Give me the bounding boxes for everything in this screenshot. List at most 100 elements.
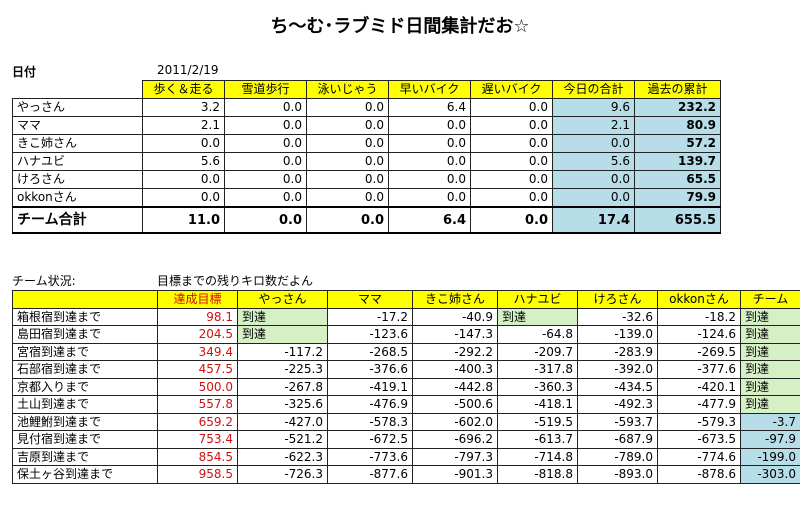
status-value-cell: -434.5 <box>577 377 658 396</box>
goal-distance-cell: 204.5 <box>157 325 238 344</box>
status-value-cell: -726.3 <box>237 465 328 484</box>
status-value-cell: -789.0 <box>577 447 658 466</box>
daily-header-cell: 歩く＆走る <box>142 80 225 99</box>
status-value-cell: -419.1 <box>327 377 413 396</box>
status-value-cell: -17.2 <box>327 307 413 326</box>
status-value-cell: -477.9 <box>657 395 741 414</box>
daily-value-cell: 0.0 <box>306 152 389 171</box>
status-row-name: 吉原到達まで <box>12 447 158 466</box>
status-value-cell: -476.9 <box>327 395 413 414</box>
daily-value-cell: 0.0 <box>224 188 307 208</box>
status-header-cell: ママ <box>327 290 413 309</box>
daily-value-cell: 6.4 <box>388 98 471 117</box>
status-value-cell: 到達 <box>237 325 328 344</box>
daily-value-cell: 79.9 <box>634 188 721 208</box>
daily-total-cell: 11.0 <box>142 206 225 234</box>
daily-row-name: ママ <box>12 116 143 135</box>
daily-row: けろさん 0.0 0.0 0.0 0.0 0.0 0.0 65.5 <box>12 170 721 189</box>
status-value-cell: -292.2 <box>412 342 498 361</box>
status-value-cell: -622.3 <box>237 447 328 466</box>
status-row: 京都入りまで 500.0 -267.8 -419.1 -442.8 -360.3 -434.… <box>12 377 800 396</box>
status-value-cell: -283.9 <box>577 342 658 361</box>
status-row-name: 箱根宿到達まで <box>12 307 158 326</box>
daily-row-name: けろさん <box>12 170 143 189</box>
daily-row-name: やっさん <box>12 98 143 117</box>
status-value-cell: -377.6 <box>657 360 741 379</box>
status-row-name: 土山到達まで <box>12 395 158 414</box>
daily-total-cell: 6.4 <box>388 206 471 234</box>
status-header-cell: きこ姉さん <box>412 290 498 309</box>
status-value-cell: -420.1 <box>657 377 741 396</box>
daily-total-label: チーム合計 <box>12 206 143 234</box>
daily-header-cell: 遅いバイク <box>470 80 553 99</box>
daily-value-cell: 232.2 <box>634 98 721 117</box>
daily-value-cell: 0.0 <box>470 188 553 208</box>
daily-value-cell: 0.0 <box>142 134 225 153</box>
status-value-cell: 到達 <box>237 307 328 326</box>
daily-value-cell: 0.0 <box>388 170 471 189</box>
status-row-name: 宮宿到達まで <box>12 342 158 361</box>
daily-row-name: okkonさん <box>12 188 143 208</box>
status-row: 保土ヶ谷到達まで 958.5 -726.3 -877.6 -901.3 -818.8 -89… <box>12 465 800 484</box>
daily-total-cell: 0.0 <box>224 206 307 234</box>
status-value-cell: -878.6 <box>657 465 741 484</box>
status-row-name: 石部宿到達まで <box>12 360 158 379</box>
status-value-cell: 到達 <box>740 377 800 396</box>
status-value-cell: -209.7 <box>497 342 578 361</box>
daily-row: きこ姉さん 0.0 0.0 0.0 0.0 0.0 0.0 57.2 <box>12 134 721 153</box>
goal-distance-cell: 659.2 <box>157 412 238 431</box>
status-value-cell: -613.7 <box>497 430 578 449</box>
status-header-row: 達成目標 やっさん ママ きこ姉さん ハナユビ けろさん okkonさん チーム <box>12 290 800 309</box>
daily-value-cell: 0.0 <box>142 188 225 208</box>
status-value-cell: -500.6 <box>412 395 498 414</box>
status-value-cell: -3.7 <box>740 412 800 431</box>
daily-value-cell: 0.0 <box>142 170 225 189</box>
status-header-cell: ハナユビ <box>497 290 578 309</box>
status-value-cell: -40.9 <box>412 307 498 326</box>
daily-value-cell: 0.0 <box>388 188 471 208</box>
daily-value-cell: 0.0 <box>306 98 389 117</box>
date-label: 日付 <box>12 65 37 79</box>
daily-value-cell: 5.6 <box>142 152 225 171</box>
daily-value-cell: 0.0 <box>306 116 389 135</box>
status-header-cell: チーム <box>740 290 800 309</box>
daily-value-cell: 0.0 <box>388 116 471 135</box>
daily-row: okkonさん 0.0 0.0 0.0 0.0 0.0 0.0 79.9 <box>12 188 721 208</box>
status-row: 見付宿到達まで 753.4 -521.2 -672.5 -696.2 -613.7 -687… <box>12 430 800 449</box>
status-row-name: 池鯉鮒到達まで <box>12 412 158 431</box>
status-value-cell: -268.5 <box>327 342 413 361</box>
status-row: 宮宿到達まで 349.4 -117.2 -268.5 -292.2 -209.7 -283.… <box>12 342 800 361</box>
status-value-cell: -418.1 <box>497 395 578 414</box>
daily-value-cell: 0.0 <box>470 134 553 153</box>
status-row: 石部宿到達まで 457.5 -225.3 -376.6 -400.3 -317.8 -392… <box>12 360 800 379</box>
status-value-cell: -376.6 <box>327 360 413 379</box>
daily-header-cell: 早いバイク <box>388 80 471 99</box>
daily-header-cell: 雪道歩行 <box>224 80 307 99</box>
status-row-name: 見付宿到達まで <box>12 430 158 449</box>
daily-row-name: きこ姉さん <box>12 134 143 153</box>
status-row: 池鯉鮒到達まで 659.2 -427.0 -578.3 -602.0 -519.5 -593… <box>12 412 800 431</box>
status-value-cell: -124.6 <box>657 325 741 344</box>
status-value-cell: -774.6 <box>657 447 741 466</box>
daily-value-cell: 9.6 <box>552 98 635 117</box>
status-value-cell: -317.8 <box>497 360 578 379</box>
date-value: 2011/2/19 <box>157 63 219 77</box>
daily-value-cell: 0.0 <box>306 188 389 208</box>
status-subtitle: 目標までの残りキロ数だよん <box>157 274 314 288</box>
daily-value-cell: 0.0 <box>224 98 307 117</box>
daily-value-cell: 0.0 <box>470 116 553 135</box>
daily-header-cell: 泳いじゃう <box>306 80 389 99</box>
daily-value-cell: 0.0 <box>470 152 553 171</box>
status-value-cell: -714.8 <box>497 447 578 466</box>
daily-value-cell: 0.0 <box>552 188 635 208</box>
status-value-cell: 到達 <box>740 342 800 361</box>
status-row: 吉原到達まで 854.5 -622.3 -773.6 -797.3 -714.8 -789.… <box>12 447 800 466</box>
daily-value-cell: 0.0 <box>306 170 389 189</box>
daily-value-cell: 0.0 <box>388 134 471 153</box>
status-value-cell: -18.2 <box>657 307 741 326</box>
status-value-cell: -593.7 <box>577 412 658 431</box>
daily-value-cell: 0.0 <box>224 170 307 189</box>
status-value-cell: 到達 <box>740 360 800 379</box>
status-value-cell: -267.8 <box>237 377 328 396</box>
daily-value-cell: 0.0 <box>470 170 553 189</box>
